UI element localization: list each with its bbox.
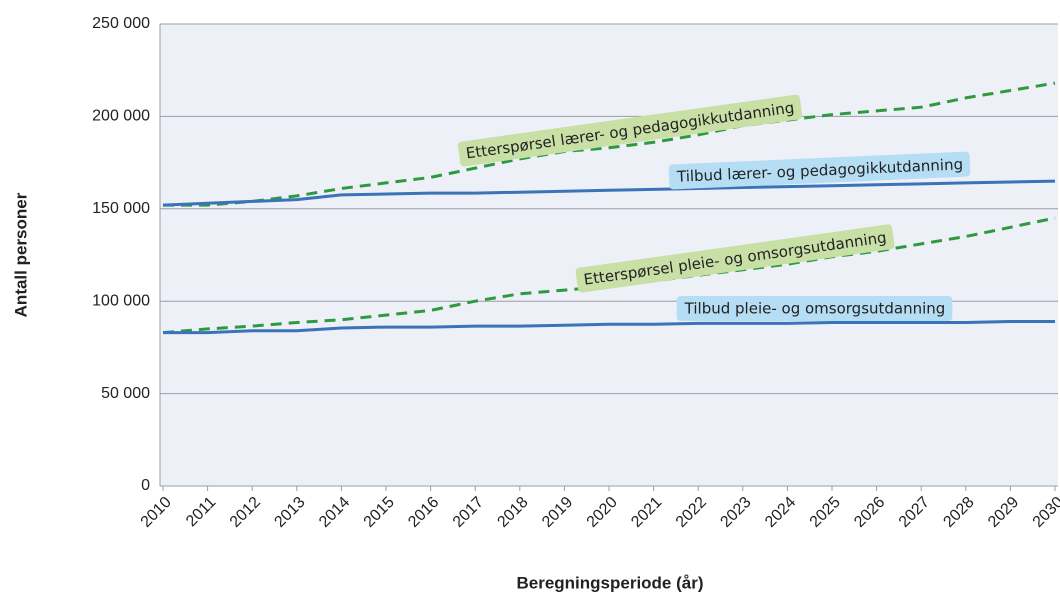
series-line [163,320,1055,335]
series-label-box [668,151,971,190]
x-axis-title: Beregningsperiode (år) [516,573,703,592]
y-axis-title: Antall personer [11,192,30,317]
x-tick-label: 2019 [539,494,576,531]
series-label-text: Tilbud pleie- og omsorgsutdanning [684,300,946,318]
series-label-box [457,94,803,167]
x-tick-label: 2021 [628,494,665,531]
x-tick-label: 2025 [807,494,844,531]
x-tick-label: 2018 [494,494,531,531]
series-line [163,81,1056,207]
series-line [162,179,1056,207]
y-tick-label: 0 [141,477,150,494]
x-tick-label: 2026 [851,494,888,531]
series-label: Tilbud pleie- og omsorgsutdanning [676,296,953,321]
plot-area [160,24,1058,486]
x-tick-label: 2016 [405,494,442,531]
series-line [162,216,1056,335]
x-tick-label: 2020 [584,494,621,531]
x-tick-label: 2017 [450,494,487,531]
x-tick-label: 2022 [673,494,710,531]
y-tick-label: 50 000 [101,385,150,402]
x-tick-label: 2030 [1030,494,1060,531]
y-tick-label: 250 000 [92,15,150,32]
x-tick-label: 2029 [985,494,1022,531]
series-label-box [575,224,895,293]
y-tick-label: 200 000 [92,108,150,125]
y-tick-label: 100 000 [92,292,150,309]
x-tick-label: 2028 [940,494,977,531]
x-tick-label: 2023 [717,494,754,531]
x-tick-label: 2014 [316,494,353,531]
x-tick-label: 2013 [271,494,308,531]
x-tick-label: 2011 [183,494,219,530]
x-tick-label: 2024 [762,494,799,531]
x-tick-label: 2015 [361,494,398,531]
x-tick-label: 2012 [227,494,264,531]
series-label-box [676,296,953,321]
y-tick-label: 150 000 [92,200,150,217]
x-tick-label: 2010 [138,494,175,531]
x-tick-label: 2027 [896,494,933,531]
